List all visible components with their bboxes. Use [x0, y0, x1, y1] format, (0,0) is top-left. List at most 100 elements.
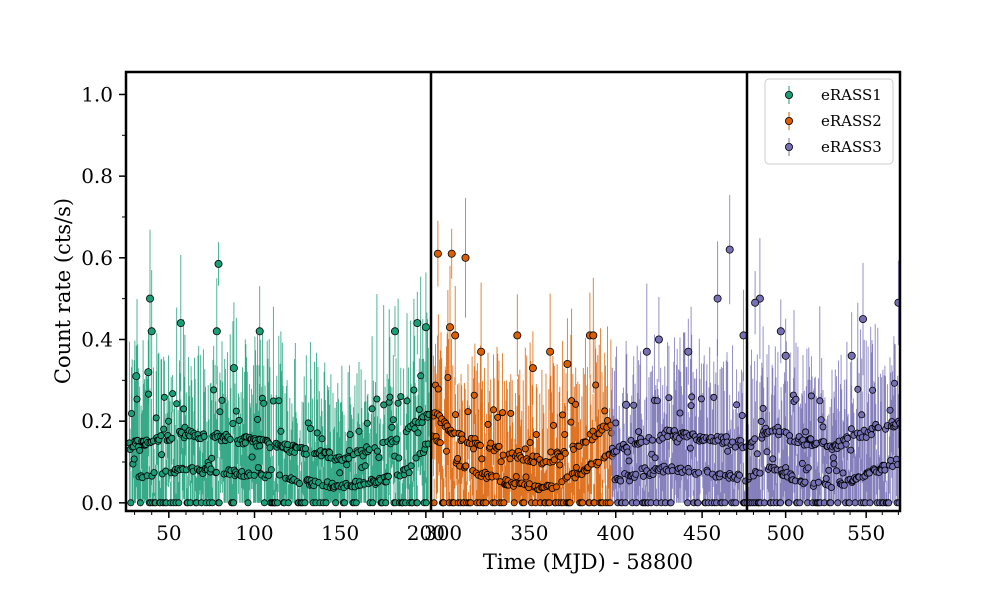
data-point-erass1 [132, 372, 141, 381]
data-point-erass1 [144, 368, 153, 377]
data-point-erass3 [833, 467, 841, 475]
data-point-erass1 [273, 499, 281, 507]
data-point-erass2 [494, 413, 502, 421]
data-point-erass1 [248, 453, 256, 461]
data-point-erass1 [388, 423, 396, 431]
data-point-erass2 [478, 455, 486, 463]
data-point-erass2 [601, 407, 609, 415]
data-point-erass3 [713, 294, 722, 303]
data-point-erass1 [127, 499, 135, 507]
data-point-erass3 [777, 499, 785, 507]
data-point-erass2 [467, 499, 475, 507]
data-point-erass1 [214, 259, 223, 268]
data-point-erass3 [851, 499, 859, 507]
data-point-erass1 [145, 390, 153, 398]
data-point-erass1 [275, 397, 283, 405]
data-point-erass2 [546, 347, 555, 356]
data-point-erass2 [470, 391, 478, 399]
data-point-erass1 [345, 454, 353, 462]
data-point-erass2 [464, 408, 472, 416]
data-point-erass3 [624, 448, 632, 456]
data-point-erass1 [175, 499, 183, 507]
data-point-erass2 [454, 454, 462, 462]
data-point-erass1 [341, 499, 349, 507]
data-point-erass3 [874, 424, 882, 432]
data-point-erass2 [606, 499, 614, 507]
legend-marker-erass2 [785, 117, 794, 126]
data-point-erass3 [625, 457, 633, 465]
data-point-erass3 [632, 470, 640, 478]
data-point-erass3 [854, 385, 862, 393]
data-point-erass1 [160, 393, 168, 401]
data-point-erass3 [684, 499, 692, 507]
data-point-erass1 [229, 364, 238, 373]
data-point-erass3 [804, 464, 812, 472]
data-point-erass2 [572, 463, 580, 471]
data-point-erass1 [417, 372, 425, 380]
data-point-erass1 [218, 396, 226, 404]
data-point-erass2 [579, 499, 587, 507]
data-point-erass1 [284, 499, 292, 507]
data-point-erass3 [630, 401, 638, 409]
data-point-erass3 [612, 419, 620, 427]
data-point-erass1 [275, 471, 283, 479]
data-point-erass1 [393, 435, 401, 443]
data-point-erass1 [169, 390, 177, 398]
data-point-erass3 [844, 434, 852, 442]
data-point-erass2 [561, 430, 569, 438]
data-point-erass3 [859, 315, 868, 324]
data-point-erass3 [724, 447, 732, 455]
data-point-erass1 [254, 464, 262, 472]
data-point-erass1 [368, 405, 376, 413]
data-point-erass2 [445, 323, 454, 332]
data-point-erass2 [512, 473, 520, 481]
data-point-erass2 [489, 406, 497, 414]
data-point-erass1 [422, 499, 430, 507]
x-tick-label: 300 [424, 521, 462, 545]
data-point-erass2 [595, 458, 603, 466]
data-point-erass1 [254, 415, 262, 423]
data-point-erass3 [820, 438, 828, 446]
data-point-erass3 [847, 425, 855, 433]
data-point-erass1 [152, 414, 160, 422]
data-point-erass2 [550, 456, 558, 464]
data-point-erass1 [212, 468, 220, 476]
legend-label-erass2: eRASS2 [821, 112, 882, 130]
data-point-erass2 [550, 421, 558, 429]
data-point-erass3 [667, 499, 675, 507]
data-point-erass3 [738, 411, 746, 419]
data-point-erass3 [635, 428, 643, 436]
data-point-erass1 [260, 499, 268, 507]
data-point-erass3 [822, 475, 830, 483]
data-point-erass1 [158, 451, 166, 459]
data-point-erass2 [462, 462, 470, 470]
data-point-erass2 [507, 409, 515, 417]
data-point-erass3 [686, 444, 694, 452]
data-point-erass1 [346, 430, 354, 438]
data-point-erass1 [380, 401, 388, 409]
data-point-erass2 [458, 435, 466, 443]
data-point-erass2 [559, 411, 567, 419]
data-point-erass1 [232, 407, 240, 415]
data-point-erass1 [150, 469, 158, 477]
data-point-erass3 [867, 431, 875, 439]
data-point-erass2 [492, 472, 500, 480]
data-point-erass1 [407, 462, 415, 470]
data-point-erass3 [735, 471, 743, 479]
data-point-erass2 [604, 416, 612, 424]
data-point-erass1 [355, 427, 363, 435]
data-point-erass1 [136, 499, 144, 507]
data-point-erass1 [343, 461, 351, 469]
data-point-erass3 [825, 466, 833, 474]
data-point-erass2 [575, 442, 583, 450]
panel-1 [126, 229, 431, 507]
data-point-erass2 [495, 442, 503, 450]
data-point-erass2 [589, 331, 598, 340]
x-tick-label: 100 [235, 521, 273, 545]
y-tick-label: 0.0 [81, 491, 113, 515]
x-tick-label: 200 [407, 521, 445, 545]
data-point-erass3 [815, 478, 823, 486]
data-point-erass1 [133, 395, 141, 403]
x-tick-label: 500 [767, 521, 805, 545]
legend-label-erass1: eRASS1 [821, 86, 882, 104]
